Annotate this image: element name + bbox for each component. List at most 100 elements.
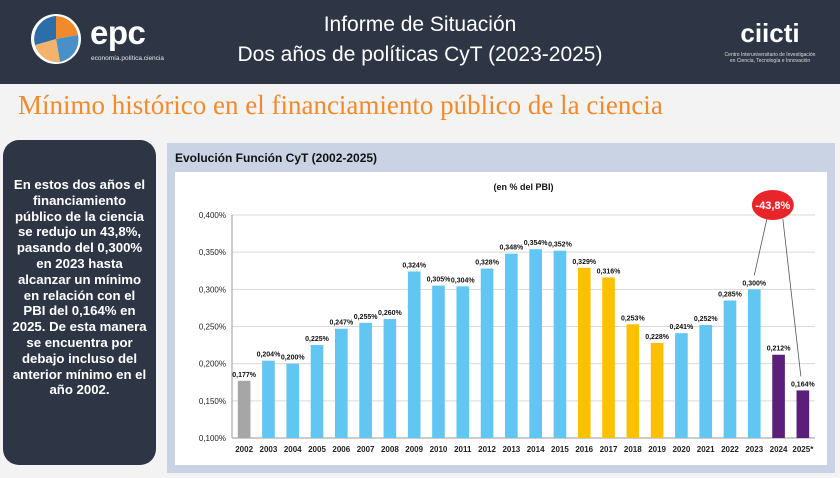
bar	[796, 390, 810, 438]
bar	[602, 277, 615, 438]
page-subtitle: Mínimo histórico en el financiamiento pú…	[18, 90, 663, 120]
brand-name: epc	[90, 14, 146, 51]
data-label: 0,204%	[257, 352, 282, 359]
data-label: 0,255%	[354, 314, 379, 321]
x-tick-label: 2012	[478, 445, 496, 454]
data-label: 0,225%	[305, 336, 330, 343]
annotation-text: -43,8%	[755, 200, 790, 212]
x-tick-label: 2021	[697, 445, 715, 454]
data-label: 0,241%	[670, 324, 695, 331]
y-tick-label: 0,150%	[199, 397, 226, 406]
data-label: 0,316%	[597, 268, 622, 275]
chart-title: Evolución Función CyT (2002-2025)	[175, 151, 378, 165]
data-label: 0,260%	[378, 310, 403, 317]
bar	[262, 360, 275, 438]
annotation-bubble	[751, 190, 794, 220]
y-tick-label: 0,400%	[199, 211, 226, 220]
bar	[626, 324, 640, 438]
x-tick-label: 2025*	[792, 445, 814, 454]
report-title-line2: Dos años de políticas CyT (2023-2025)	[237, 43, 603, 66]
bar	[772, 354, 785, 438]
x-tick-label: 2020	[672, 445, 690, 454]
summary-text: En estos dos años el financiamiento públ…	[12, 177, 147, 398]
y-tick-label: 0,200%	[199, 360, 226, 369]
x-tick-label: 2023	[745, 445, 763, 454]
x-tick-label: 2011	[454, 445, 472, 454]
x-tick-label: 2003	[260, 445, 278, 454]
x-tick-label: 2019	[648, 445, 666, 454]
bar	[432, 285, 445, 438]
report-title-line1: Informe de Situación	[323, 13, 517, 36]
x-tick-label: 2006	[332, 445, 350, 454]
x-tick-label: 2024	[770, 445, 788, 454]
bar	[699, 325, 713, 438]
chart-plot-area: (en % del PBI) 0,100% 0,150% 0,200% 0,250% 0,…	[175, 172, 827, 465]
bar	[286, 363, 300, 438]
x-tick-label: 2015	[551, 445, 569, 454]
bar	[456, 286, 470, 438]
x-tick-label: 2018	[624, 445, 642, 454]
data-label: 0,247%	[329, 320, 354, 327]
bar	[480, 268, 494, 438]
data-label: 0,177%	[232, 372, 257, 379]
partner-subtitle: Centro Interuniversitario de Investigaci…	[724, 52, 816, 64]
x-tick-label: 2016	[575, 445, 593, 454]
y-tick-label: 0,350%	[199, 248, 226, 257]
x-tick-label: 2013	[502, 445, 520, 454]
data-label: 0,329%	[572, 259, 597, 266]
bar	[505, 253, 518, 438]
x-tick-label: 2017	[600, 445, 618, 454]
bar	[723, 300, 737, 438]
data-label: 0,285%	[718, 291, 743, 298]
y-tick-label: 0,300%	[199, 285, 226, 294]
bar	[650, 342, 664, 438]
data-label: 0,252%	[694, 316, 719, 323]
x-tick-label: 2005	[308, 445, 326, 454]
partner-logo: ciicti	[740, 18, 800, 48]
data-label: 0,348%	[499, 245, 524, 252]
data-label: 0,305%	[427, 277, 452, 284]
x-tick-label: 2002	[235, 445, 253, 454]
x-tick-label: 2010	[430, 445, 448, 454]
y-tick-label: 0,100%	[199, 434, 226, 443]
summary-card: En estos dos años el financiamiento públ…	[3, 140, 156, 465]
data-label: 0,228%	[645, 334, 670, 341]
x-tick-label: 2009	[405, 445, 423, 454]
data-label: 0,328%	[475, 260, 500, 267]
annotation-leader	[782, 218, 802, 377]
x-tick-label: 2014	[527, 445, 545, 454]
data-label: 0,253%	[621, 315, 646, 322]
x-tick-label: 2007	[357, 445, 375, 454]
annotation-leader	[753, 218, 768, 276]
bar	[675, 333, 688, 438]
data-label: 0,300%	[742, 280, 767, 287]
bar-chart: (en % del PBI) 0,100% 0,150% 0,200% 0,250% 0,…	[199, 182, 816, 454]
data-label: 0,164%	[791, 381, 816, 388]
data-label: 0,324%	[402, 262, 427, 269]
report-title: Informe de Situación Dos años de polític…	[190, 10, 650, 70]
data-label: 0,212%	[767, 346, 792, 353]
bar	[310, 345, 324, 438]
data-label: 0,352%	[548, 242, 573, 249]
data-label: 0,304%	[451, 277, 476, 284]
data-label: 0,354%	[524, 240, 549, 247]
bar	[553, 250, 567, 438]
bar	[334, 328, 348, 438]
bar	[747, 289, 761, 438]
x-tick-label: 2022	[721, 445, 739, 454]
epc-logo-icon	[31, 14, 81, 64]
y-tick-label: 0,250%	[199, 323, 226, 332]
data-label: 0,200%	[281, 355, 306, 362]
bar	[529, 249, 542, 438]
bar	[407, 271, 421, 438]
bar	[359, 322, 372, 438]
bar	[237, 380, 251, 438]
bar	[577, 267, 591, 438]
brand-tagline: economía.política.ciencia	[91, 55, 164, 62]
x-tick-label: 2004	[284, 445, 302, 454]
bar	[383, 319, 397, 438]
x-tick-label: 2008	[381, 445, 399, 454]
header-bar: epc economía.política.ciencia Informe de…	[0, 0, 840, 84]
chart-subtitle: (en % del PBI)	[493, 182, 553, 192]
chart-panel: Evolución Función CyT (2002-2025) (en % …	[167, 143, 835, 473]
